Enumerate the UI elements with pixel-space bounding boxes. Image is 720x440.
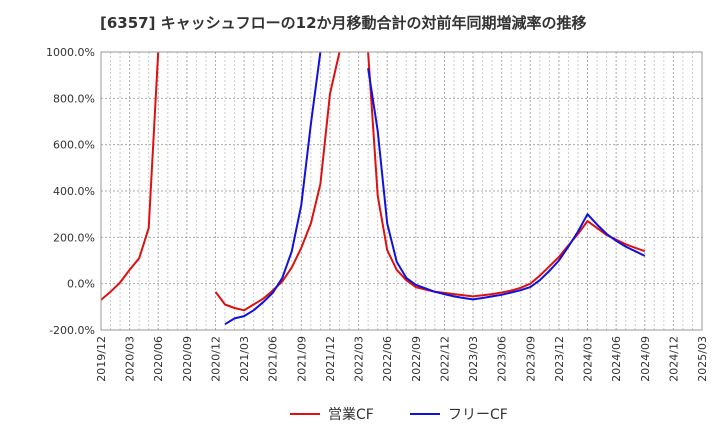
x-tick-label: 2024/12 [667,336,680,382]
y-tick-label: 400.0% [53,185,95,198]
series-line-operating-cf [101,52,160,301]
x-tick-label: 2020/09 [181,336,194,382]
x-tick-label: 2024/09 [639,336,652,382]
series-line-free-cf [367,68,646,301]
x-tick-label: 2024/06 [610,336,623,382]
x-tick-label: 2023/09 [524,336,537,382]
legend-swatch-free-cf [410,413,440,415]
x-tick-label: 2025/03 [696,336,709,382]
legend-item-operating-cf: 営業CF [290,404,374,424]
x-tick-label: 2024/03 [582,336,595,382]
x-tick-label: 2019/12 [95,336,108,382]
legend: 営業CF フリーCF [0,404,720,426]
y-tick-label: 0.0% [67,278,95,291]
series-line-operating-cf [367,52,646,298]
y-tick-label: -200.0% [49,324,95,337]
x-tick-label: 2021/03 [238,336,251,382]
x-tick-label: 2023/12 [553,336,566,382]
x-tick-label: 2020/06 [152,336,165,382]
y-tick-label: 800.0% [53,92,95,105]
y-tick-labels: 1000.0% 800.0% 600.0% 400.0% 200.0% 0.0% -200.… [46,46,95,337]
x-tick-label: 2023/03 [467,336,480,382]
x-tick-label: 2020/12 [209,336,222,382]
y-tick-label: 200.0% [53,231,95,244]
legend-label-free-cf: フリーCF [448,407,508,423]
x-tick-label: 2020/03 [124,336,137,382]
legend-swatch-operating-cf [290,413,320,415]
chart-title: [6357] キャッシュフローの12か月移動合計の対前年同期増減率の推移 [100,14,587,32]
x-tick-label: 2021/09 [295,336,308,382]
x-tick-label: 2021/12 [324,336,337,382]
x-tick-label: 2022/06 [381,336,394,382]
y-tick-label: 600.0% [53,139,95,152]
x-tick-label: 2022/09 [410,336,423,382]
series-lines [101,52,646,326]
legend-item-free-cf: フリーCF [410,404,508,424]
x-tick-label: 2022/03 [353,336,366,382]
x-tick-label: 2022/12 [438,336,451,382]
grid-lines [100,51,703,331]
plot-frame [100,51,703,331]
series-line-free-cf [224,52,322,326]
legend-label-operating-cf: 営業CF [328,407,374,423]
x-tick-labels: 2019/12 2020/03 2020/06 2020/09 2020/12 2021/… [95,336,709,382]
x-tick-label: 2023/06 [496,336,509,382]
y-tick-label: 1000.0% [46,46,95,59]
x-tick-label: 2021/06 [267,336,280,382]
